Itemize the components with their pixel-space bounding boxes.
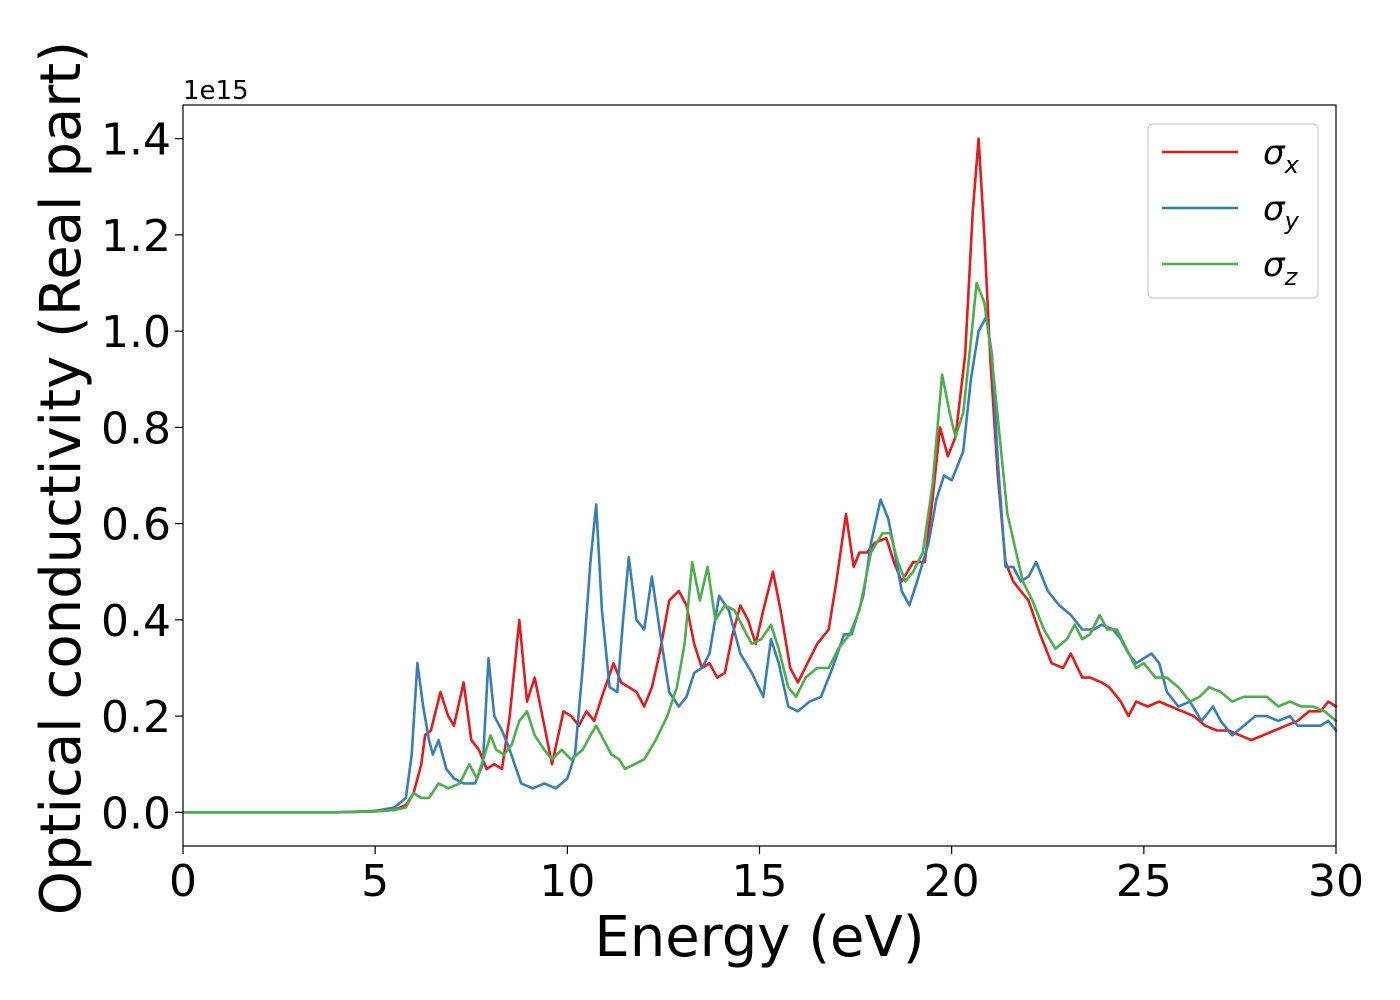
y-tick-label: 0.4 <box>101 596 171 647</box>
y-tick-label: 0.8 <box>101 403 171 454</box>
legend-label-y: σy <box>1263 189 1300 235</box>
y-tick-label: 1.4 <box>101 115 171 166</box>
x-tick-label: 10 <box>539 856 595 907</box>
y-tick-label: 1.0 <box>101 307 171 358</box>
legend-frame <box>1147 123 1319 299</box>
series-line-z <box>181 281 1338 814</box>
y-axis-title: Optical conductivity (Real part) <box>29 41 94 915</box>
legend-label-x: σx <box>1263 133 1300 179</box>
x-tick-label: 15 <box>732 856 788 907</box>
series-line-y <box>181 315 1338 814</box>
legend-label-z: σz <box>1263 245 1299 291</box>
series-line-x <box>181 137 1338 814</box>
x-axis: 0 5 10 15 20 25 30 <box>169 846 1364 907</box>
y-axis: 0.0 0.2 0.4 0.6 0.8 1.0 1.2 1.4 <box>101 115 183 839</box>
y-offset-label: 1e15 <box>183 76 249 106</box>
x-tick-label: 20 <box>924 856 980 907</box>
y-tick-label: 1.2 <box>101 211 171 262</box>
legend: σx σy σz <box>1147 123 1319 299</box>
x-tick-label: 25 <box>1116 856 1172 907</box>
series-layer <box>181 137 1338 814</box>
y-tick-label: 0.6 <box>101 500 171 551</box>
x-tick-label: 30 <box>1308 856 1364 907</box>
x-tick-label: 5 <box>361 856 389 907</box>
y-tick-label: 0.2 <box>101 692 171 743</box>
y-tick-label: 0.0 <box>101 788 171 839</box>
x-tick-label: 0 <box>169 856 197 907</box>
x-axis-title: Energy (eV) <box>594 905 924 970</box>
